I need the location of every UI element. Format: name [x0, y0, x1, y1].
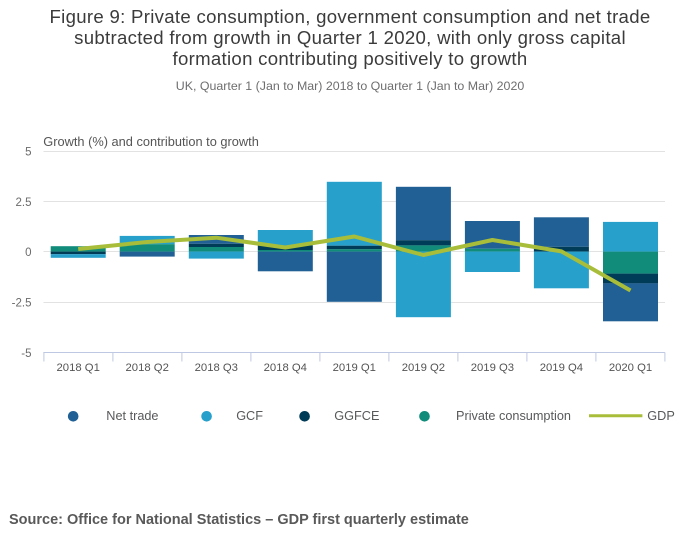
- svg-text:5: 5: [25, 147, 31, 159]
- svg-text:2019 Q1: 2019 Q1: [333, 362, 376, 374]
- svg-text:2019 Q4: 2019 Q4: [540, 362, 583, 374]
- svg-text:Net trade: Net trade: [106, 409, 158, 423]
- svg-text:2019 Q3: 2019 Q3: [471, 362, 514, 374]
- svg-text:2.5: 2.5: [16, 197, 32, 209]
- svg-text:0: 0: [25, 247, 31, 259]
- svg-text:2019 Q2: 2019 Q2: [402, 362, 445, 374]
- svg-text:2020 Q1: 2020 Q1: [609, 362, 652, 374]
- svg-text:2018 Q4: 2018 Q4: [264, 362, 307, 374]
- svg-text:-5: -5: [21, 348, 31, 360]
- svg-text:GCF: GCF: [236, 409, 263, 423]
- svg-text:GDP: GDP: [647, 409, 675, 423]
- svg-text:GGFCE: GGFCE: [334, 409, 379, 423]
- svg-text:2018 Q2: 2018 Q2: [126, 362, 169, 374]
- svg-text:Growth (%) and contribution to: Growth (%) and contribution to growth: [43, 134, 259, 149]
- svg-text:-2.5: -2.5: [12, 298, 32, 310]
- svg-text:2018 Q1: 2018 Q1: [57, 362, 100, 374]
- svg-text:Private consumption: Private consumption: [456, 409, 571, 423]
- svg-text:2018 Q3: 2018 Q3: [195, 362, 238, 374]
